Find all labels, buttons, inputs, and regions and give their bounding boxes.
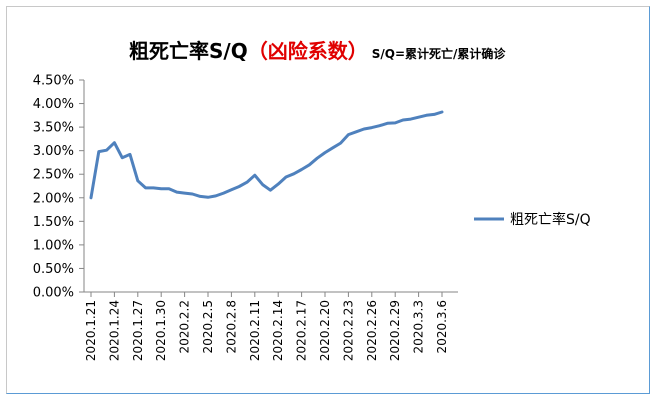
- x-tick-label: 2020.1.30: [154, 300, 168, 361]
- x-tick-label: 2020.2.17: [295, 300, 309, 361]
- x-tick-label: 2020.1.27: [131, 300, 145, 361]
- x-tick-label: 2020.2.23: [341, 300, 355, 361]
- chart-title: 粗死亡率S/Q（凶险系数） S/Q=累计死亡/累计确诊: [129, 39, 506, 63]
- y-tick-label: 2.00%: [33, 191, 74, 206]
- series-line: [89, 110, 444, 200]
- legend: 粗死亡率S/Q: [474, 211, 591, 228]
- chart-title-highlight: （凶险系数）: [248, 39, 368, 63]
- x-tick-label: 2020.2.26: [365, 300, 379, 361]
- y-tick-label: 3.50%: [33, 121, 74, 136]
- x-ticks: 2020.1.21 2020.1.24 2020.1.27 2020.1.30 2020…: [84, 292, 449, 361]
- x-tick-label: 2020.2.11: [248, 300, 262, 361]
- y-tick-label: 3.00%: [33, 144, 74, 159]
- y-tick-label: 1.50%: [33, 215, 74, 230]
- y-tick-label: 1.00%: [33, 238, 74, 253]
- y-tick-label: 0.00%: [33, 286, 74, 301]
- x-tick-label: 2020.2.29: [388, 300, 402, 361]
- x-tick-label: 2020.2.5: [201, 300, 215, 353]
- x-tick-label: 2020.3.6: [435, 300, 449, 353]
- chart-title-main: 粗死亡率S/Q: [129, 39, 248, 63]
- x-tick-label: 2020.3.3: [412, 300, 426, 353]
- y-ticks: 0.00% 0.50% 1.00% 1.50% 2.00% 2.50% 3.00% 3.50%…: [33, 74, 84, 301]
- series-group: [89, 110, 444, 200]
- y-tick-label: 2.50%: [33, 168, 74, 183]
- y-tick-label: 0.50%: [33, 262, 74, 277]
- x-tick-label: 2020.2.2: [178, 300, 192, 353]
- x-tick-label: 2020.2.8: [224, 300, 238, 353]
- legend-label: 粗死亡率S/Q: [510, 211, 591, 228]
- chart-title-note: S/Q=累计死亡/累计确诊: [372, 46, 507, 61]
- x-tick-label: 2020.2.20: [318, 300, 332, 361]
- chart-frame: [6, 6, 650, 394]
- x-tick-label: 2020.1.24: [107, 300, 121, 361]
- x-tick-label: 2020.1.21: [84, 300, 98, 361]
- x-tick-label: 2020.2.14: [271, 300, 285, 361]
- y-tick-label: 4.00%: [33, 97, 74, 112]
- y-tick-label: 4.50%: [33, 74, 74, 89]
